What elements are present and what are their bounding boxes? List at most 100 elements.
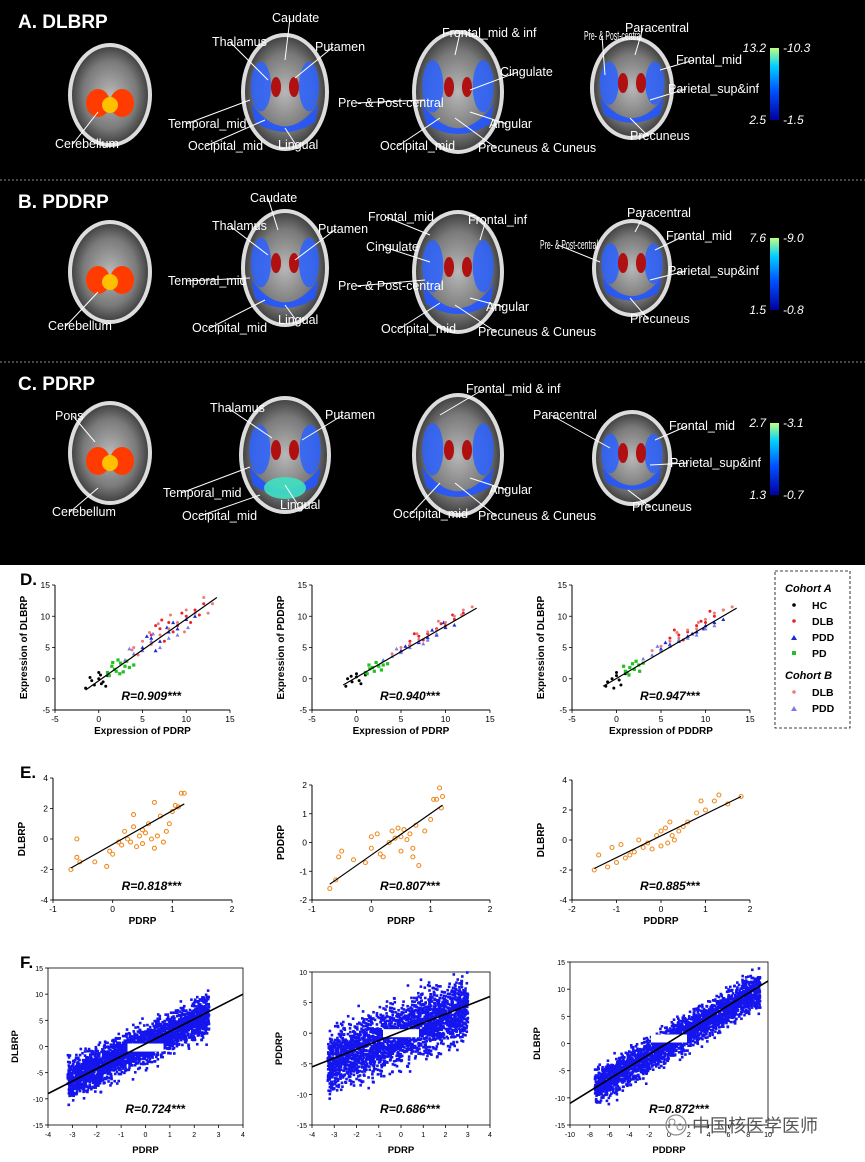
scatter-plot-f1: -4 -3 -2 -1 0 1 2 3 4-15-10-5051015R=0.724***PDR… (10, 966, 245, 1156)
data-point (106, 1055, 109, 1058)
data-point (127, 1050, 130, 1054)
data-point (182, 1034, 185, 1037)
data-point (391, 1029, 395, 1032)
data-point (96, 1079, 99, 1083)
data-point (453, 1005, 457, 1008)
data-point (375, 1014, 379, 1017)
data-point (331, 1068, 334, 1071)
data-point (66, 1060, 70, 1064)
data-point (160, 1039, 164, 1043)
data-point (78, 1066, 81, 1070)
data-point (75, 1065, 79, 1069)
data-point (125, 1048, 128, 1052)
data-point (185, 1026, 188, 1030)
data-point (393, 1031, 396, 1035)
data-point (71, 1080, 75, 1083)
data-point (132, 1039, 135, 1043)
data-point (105, 1057, 109, 1060)
data-point (121, 670, 125, 674)
data-point (89, 1069, 93, 1073)
data-point (158, 1038, 162, 1042)
data-point (70, 1078, 73, 1082)
data-point (202, 997, 206, 1001)
data-point (343, 1061, 347, 1065)
data-point (374, 1036, 378, 1039)
data-point (127, 1048, 131, 1052)
data-point (410, 1027, 413, 1031)
data-point (427, 981, 431, 984)
y-tick-label: 0 (43, 834, 48, 844)
data-point (179, 1033, 183, 1037)
data-point (167, 1043, 171, 1047)
data-point (113, 1048, 117, 1052)
data-point (79, 1069, 83, 1073)
data-point (67, 1074, 71, 1078)
data-point (137, 1042, 140, 1046)
data-point (380, 1034, 383, 1038)
data-point (436, 1028, 440, 1032)
data-point (151, 1051, 155, 1055)
data-point (85, 1071, 88, 1075)
data-point (410, 996, 413, 1000)
data-point (191, 1020, 194, 1023)
data-point (343, 1051, 347, 1055)
data-point (169, 1011, 173, 1015)
data-point (118, 1048, 122, 1051)
data-point (107, 1056, 111, 1060)
data-point (148, 1040, 151, 1044)
data-point (159, 1027, 163, 1030)
data-point (422, 1010, 426, 1013)
data-point (339, 1051, 342, 1055)
data-point (188, 1017, 192, 1020)
y-tick-label: -4 (40, 895, 48, 905)
data-point (438, 1003, 442, 1007)
data-point (150, 1060, 154, 1064)
data-point (125, 1042, 129, 1045)
data-point (99, 1079, 103, 1083)
data-point (450, 1024, 454, 1027)
data-point (453, 993, 457, 997)
data-point (73, 1071, 77, 1075)
data-point (418, 1042, 422, 1046)
data-point (105, 1068, 109, 1072)
data-point (142, 1035, 146, 1039)
data-point (353, 1055, 357, 1059)
data-point (91, 1061, 94, 1065)
data-point (114, 1056, 117, 1059)
data-point (405, 1015, 409, 1019)
data-point (355, 1026, 359, 1029)
data-point (170, 1034, 174, 1037)
data-point (451, 1002, 454, 1005)
data-point (90, 1079, 94, 1082)
y-tick-label: 15 (298, 580, 308, 590)
data-point (75, 1087, 79, 1091)
data-point (197, 1014, 201, 1017)
data-point (198, 1024, 202, 1028)
data-point (349, 1053, 353, 1057)
data-point (132, 1055, 135, 1059)
data-point (387, 1045, 390, 1048)
data-point (703, 623, 708, 628)
data-point (448, 1013, 451, 1017)
region-label: Occipital_mid (380, 139, 455, 153)
data-point (91, 1076, 94, 1079)
data-point (196, 1023, 200, 1026)
data-point (158, 1035, 161, 1039)
data-point (146, 1062, 149, 1065)
data-point (163, 1042, 166, 1045)
data-point (447, 1014, 451, 1017)
data-point (189, 1016, 192, 1019)
data-point (182, 1020, 185, 1024)
data-point (433, 1033, 437, 1037)
data-point (158, 1017, 162, 1021)
data-point (191, 1029, 194, 1033)
data-point (195, 1031, 199, 1034)
data-point (184, 608, 188, 612)
data-point (69, 1075, 73, 1078)
data-point (98, 1068, 101, 1072)
data-point (172, 1032, 175, 1036)
data-point (161, 1037, 165, 1040)
y-tick-label: 5 (303, 1001, 307, 1008)
data-point (143, 1050, 146, 1054)
data-point (97, 1059, 101, 1062)
